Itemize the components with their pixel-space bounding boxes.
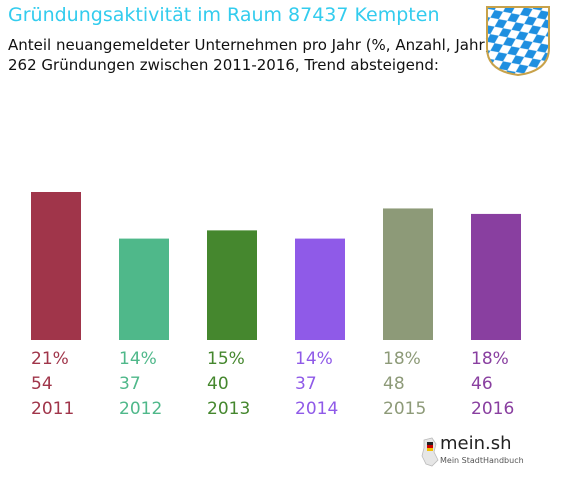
count-label-2016: 46 [471,374,493,394]
count-label-2012: 37 [119,374,141,394]
count-label-2014: 37 [295,374,317,394]
percent-label-2014: 14% [295,349,333,369]
percent-label-2012: 14% [119,349,157,369]
chart-title: Gründungsaktivität im Raum 87437 Kempten [8,4,440,26]
year-label-2011: 2011 [31,399,74,419]
percent-label-2016: 18% [471,349,509,369]
bar-2013 [207,230,257,340]
count-label-2011: 54 [31,374,53,394]
count-label-2015: 48 [383,374,405,394]
bar-2012 [119,238,169,340]
percent-label-2015: 18% [383,349,421,369]
year-label-2014: 2014 [295,399,338,419]
year-label-2015: 2015 [383,399,426,419]
chart-subtitle-line2: 262 Gründungen zwischen 2011-2016, Trend… [8,56,439,74]
logo-name: mein.sh [440,433,512,454]
germany-map-icon [421,437,439,467]
bavarian-crest-icon [486,6,550,76]
chart-subtitle-line1: Anteil neuangemeldeter Unternehmen pro J… [8,36,491,54]
percent-label-2011: 21% [31,349,69,369]
bar-2011 [31,192,81,340]
year-label-2013: 2013 [207,399,250,419]
bar-2014 [295,238,345,340]
year-label-2012: 2012 [119,399,162,419]
bar-2015 [383,208,433,340]
year-label-2016: 2016 [471,399,514,419]
bar-2016 [471,213,521,340]
count-label-2013: 40 [207,374,229,394]
percent-label-2013: 15% [207,349,245,369]
logo-tagline: Mein StadtHandbuch [440,456,524,465]
